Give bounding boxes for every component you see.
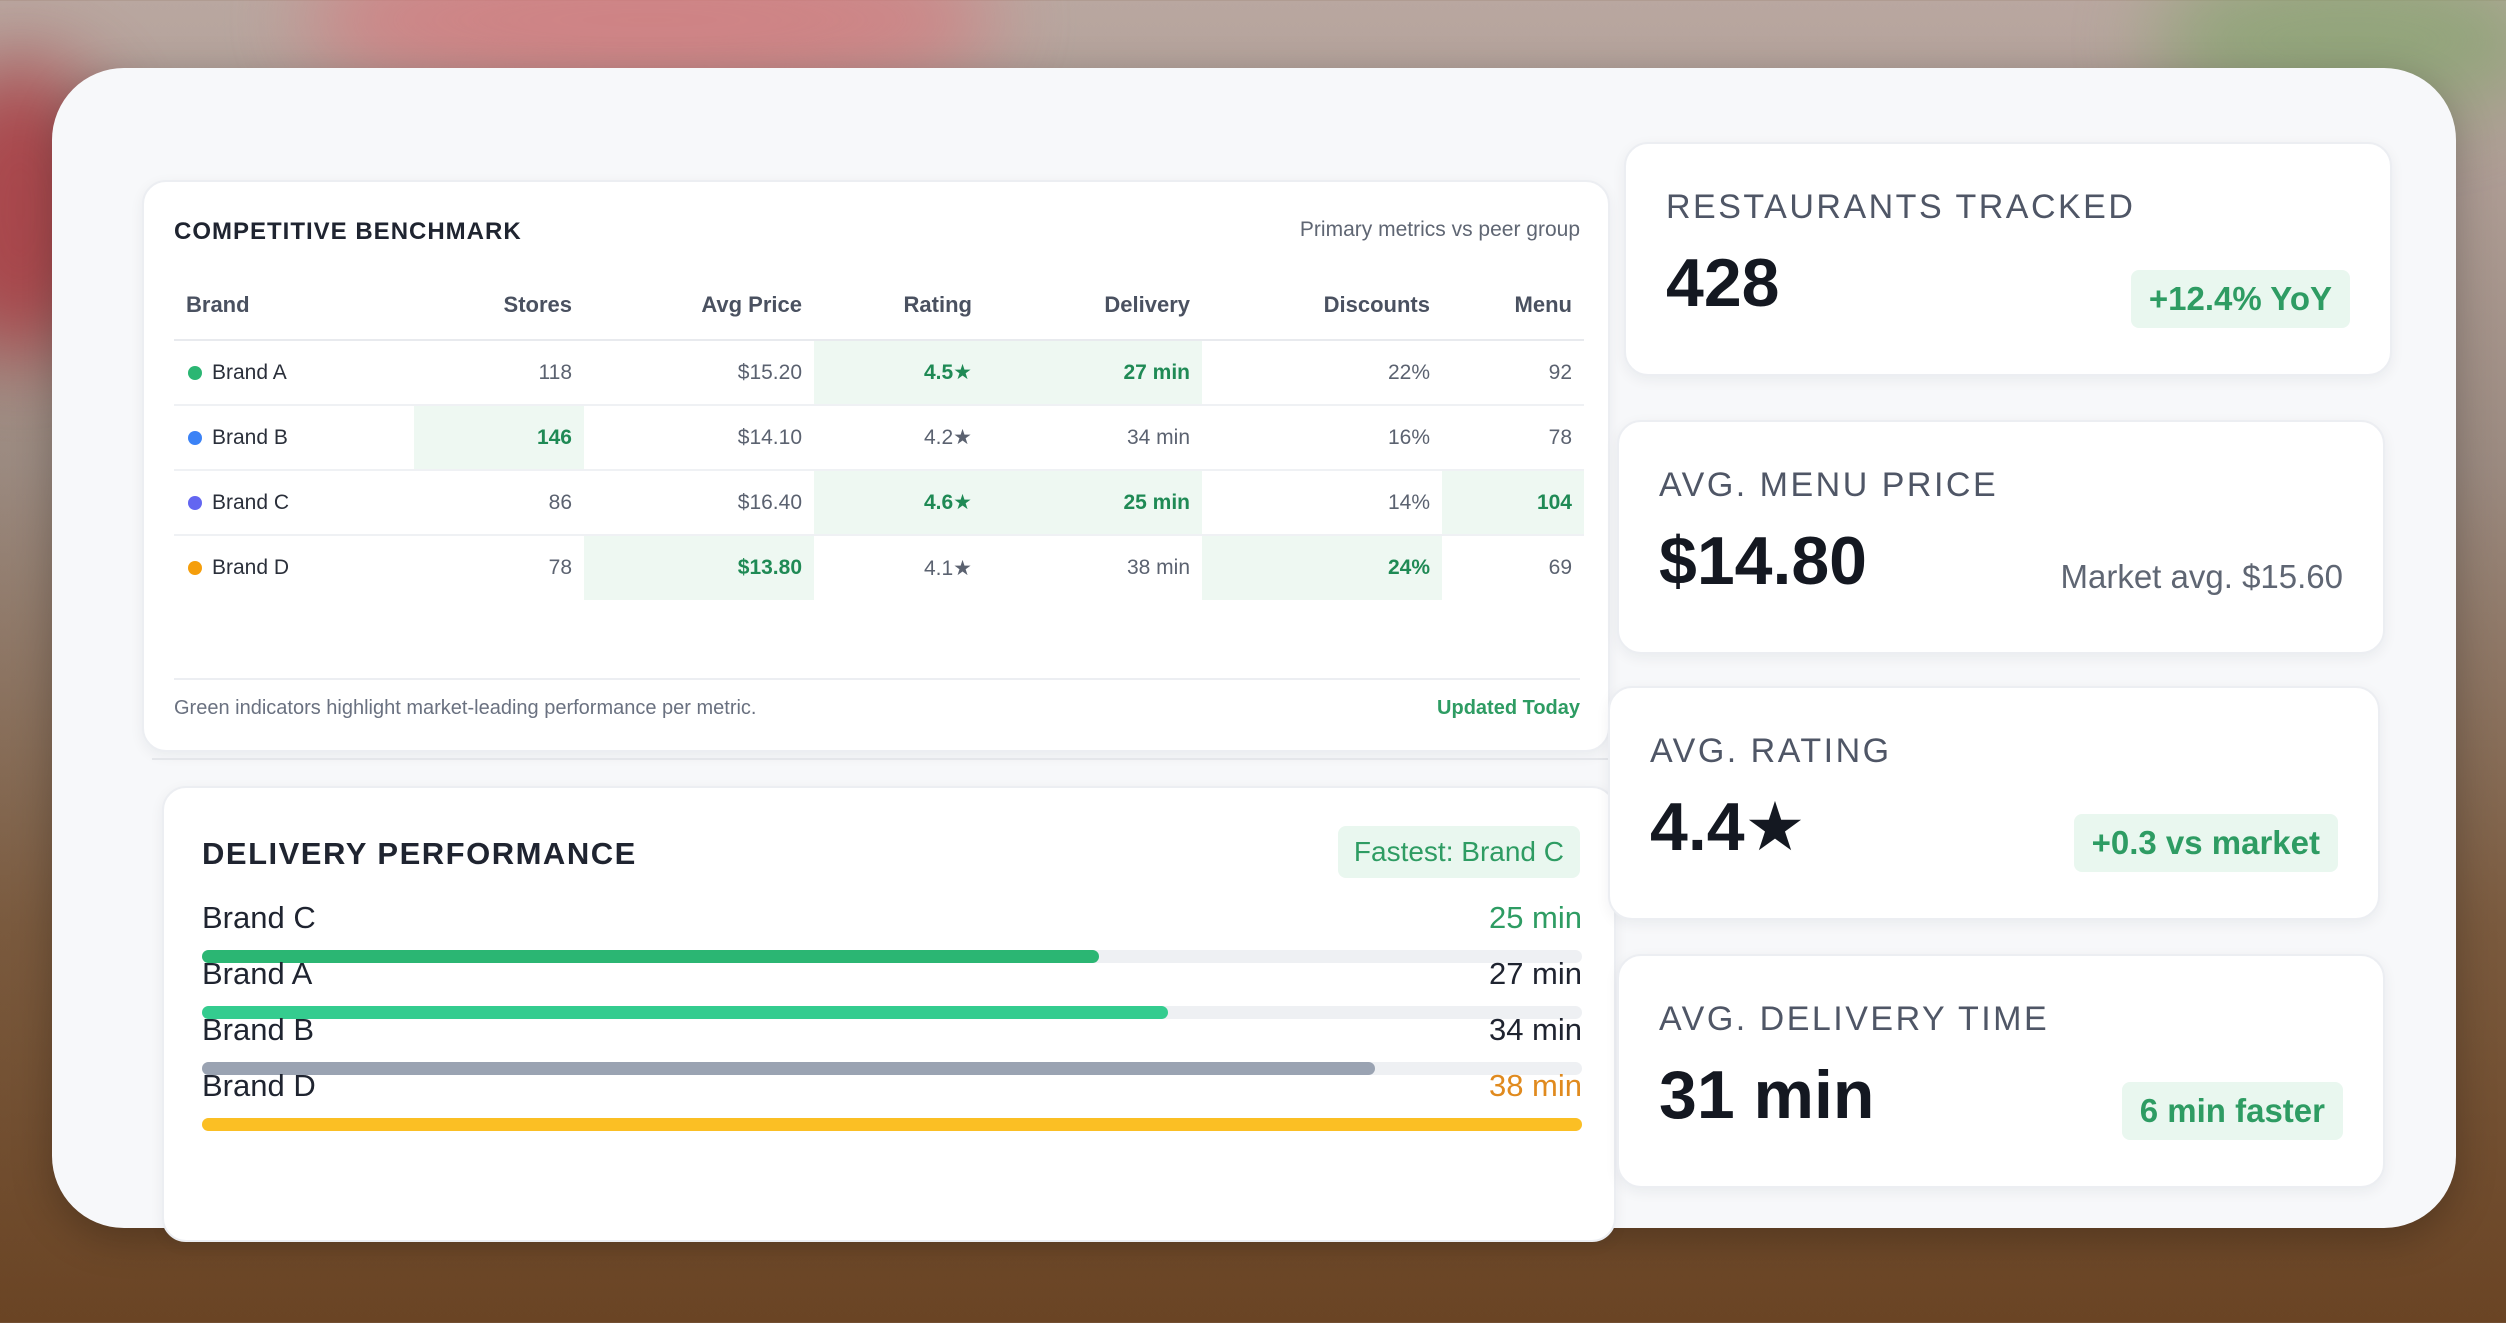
brand-cell: Brand A [174, 340, 414, 406]
kpi-restaurants-card: RESTAURANTS TRACKED 428 +12.4% YoY [1624, 142, 2392, 376]
delivery-cell: 27 min [984, 340, 1202, 406]
rating-cell: 4.6★ [814, 470, 984, 536]
brand-name: Brand C [212, 490, 290, 514]
delivery-bar-track [202, 1118, 1582, 1131]
delivery-cell: 38 min [1126, 556, 1190, 579]
discounts-cell: 16% [1202, 405, 1442, 471]
delivery-time-value: 34 min [1488, 1012, 1582, 1047]
footer-divider [174, 678, 1580, 680]
brand-color-dot [188, 430, 202, 445]
stores-cell: 86 [414, 470, 584, 536]
brand-color-dot [188, 365, 202, 380]
kpi-change-badge: 6 min faster [2121, 1082, 2343, 1140]
delivery-performance-card: DELIVERY PERFORMANCE Fastest: Brand C Br… [162, 786, 1616, 1242]
rating-cell: 4.1★ [923, 556, 972, 580]
brand-name: Brand B [212, 425, 288, 449]
stores-cell: 78 [548, 556, 572, 579]
delivery-bar-fill [202, 1006, 1168, 1019]
delivery-brand-name: Brand A [202, 956, 313, 991]
kpi-value: 31 min [1659, 1057, 1875, 1133]
menu-cell: 92 [1442, 340, 1584, 406]
stores-cell: 118 [414, 340, 584, 406]
table-row[interactable]: Brand B 146 $14.10 4.2★ 34 min 16% 78 [174, 405, 1584, 471]
column-header[interactable]: Rating [814, 270, 984, 341]
stores-cell: 146 [414, 405, 584, 471]
brand-cell: Brand D [174, 535, 414, 600]
benchmark-card: COMPETITIVE BENCHMARK Primary metrics vs… [142, 180, 1610, 752]
kpi-delivery-time-card: AVG. DELIVERY TIME 31 min 6 min faster [1617, 954, 2385, 1188]
avg-price-cell: $16.40 [584, 470, 814, 536]
benchmark-footnote: Green indicators highlight market-leadin… [174, 697, 757, 719]
menu-cell: 104 [1442, 470, 1584, 536]
table-row[interactable]: Brand A 118 $15.20 4.5★ 27 min 22% 92 [174, 340, 1584, 406]
avg-price-cell: $14.10 [584, 405, 814, 471]
delivery-cell: 25 min [984, 470, 1202, 536]
kpi-value: 4.4★ [1650, 789, 1806, 865]
discounts-cell: 24% [1202, 535, 1442, 600]
brand-color-dot [188, 561, 202, 576]
kpi-market-note: Market avg. $15.60 [2060, 558, 2344, 595]
brand-color-dot [188, 495, 202, 510]
column-header[interactable]: Stores [414, 270, 584, 341]
delivery-bar-track [202, 1006, 1582, 1019]
avg-price-cell: $15.20 [584, 340, 814, 406]
rating-cell: 4.5★ [814, 340, 984, 406]
delivery-brand-name: Brand B [202, 1012, 315, 1047]
delivery-title: DELIVERY PERFORMANCE [202, 836, 637, 871]
menu-cell: 78 [1442, 405, 1584, 471]
column-header[interactable]: Menu [1442, 270, 1584, 341]
delivery-cell: 34 min [984, 405, 1202, 471]
benchmark-subtitle: Primary metrics vs peer group [1299, 218, 1580, 241]
dashboard-panel: COMPETITIVE BENCHMARK Primary metrics vs… [52, 68, 2456, 1242]
brand-name: Brand D [212, 556, 290, 579]
delivery-bar-fill [202, 950, 1099, 963]
section-divider [152, 758, 1617, 760]
kpi-label: AVG. RATING [1650, 732, 1892, 770]
delivery-brand-name: Brand C [202, 900, 316, 935]
delivery-bar-fill [202, 1062, 1375, 1075]
column-header[interactable]: Avg Price [584, 270, 814, 341]
table-row[interactable]: Brand D 78 $13.80 4.1★ 38 min 24% 69 [174, 535, 1584, 600]
brand-name: Brand A [212, 360, 287, 384]
kpi-menu-price-card: AVG. MENU PRICE $14.80 Market avg. $15.6… [1617, 420, 2385, 654]
delivery-time-value: 38 min [1488, 1068, 1582, 1103]
kpi-change-badge: +12.4% YoY [2130, 270, 2350, 328]
rating-cell: 4.2★ [814, 405, 984, 471]
delivery-bar-track [202, 950, 1582, 963]
kpi-change-badge: +0.3 vs market [2073, 814, 2338, 872]
kpi-value: 428 [1666, 245, 1780, 321]
kpi-label: AVG. MENU PRICE [1659, 466, 1999, 504]
discounts-cell: 14% [1202, 470, 1442, 536]
menu-cell: 69 [1548, 556, 1572, 579]
avg-price-cell: $13.80 [584, 535, 814, 600]
brand-cell: Brand C [174, 470, 414, 536]
table-row[interactable]: Brand C 86 $16.40 4.6★ 25 min 14% 104 [174, 470, 1584, 536]
column-header[interactable]: Discounts [1202, 270, 1442, 341]
brand-cell: Brand B [174, 405, 414, 471]
column-header[interactable]: Delivery [984, 270, 1202, 341]
delivery-brand-name: Brand D [202, 1068, 316, 1103]
delivery-bar-fill [202, 1118, 1582, 1131]
delivery-time-value: 25 min [1488, 900, 1582, 935]
delivery-time-value: 27 min [1488, 956, 1582, 991]
kpi-value: $14.80 [1659, 523, 1867, 599]
column-header[interactable]: Brand [174, 270, 414, 341]
delivery-bar-track [202, 1062, 1582, 1075]
discounts-cell: 22% [1202, 340, 1442, 406]
fastest-badge: Fastest: Brand C [1337, 826, 1580, 878]
kpi-label: RESTAURANTS TRACKED [1666, 188, 2136, 226]
updated-label: Updated Today [1437, 697, 1580, 719]
kpi-label: AVG. DELIVERY TIME [1659, 1000, 2050, 1038]
benchmark-table: Brand Stores Avg Price Rating Delivery D… [174, 270, 1584, 600]
table-header-row: Brand Stores Avg Price Rating Delivery D… [174, 270, 1584, 341]
kpi-rating-card: AVG. RATING 4.4★ +0.3 vs market [1608, 686, 2380, 920]
benchmark-title: COMPETITIVE BENCHMARK [174, 218, 522, 245]
